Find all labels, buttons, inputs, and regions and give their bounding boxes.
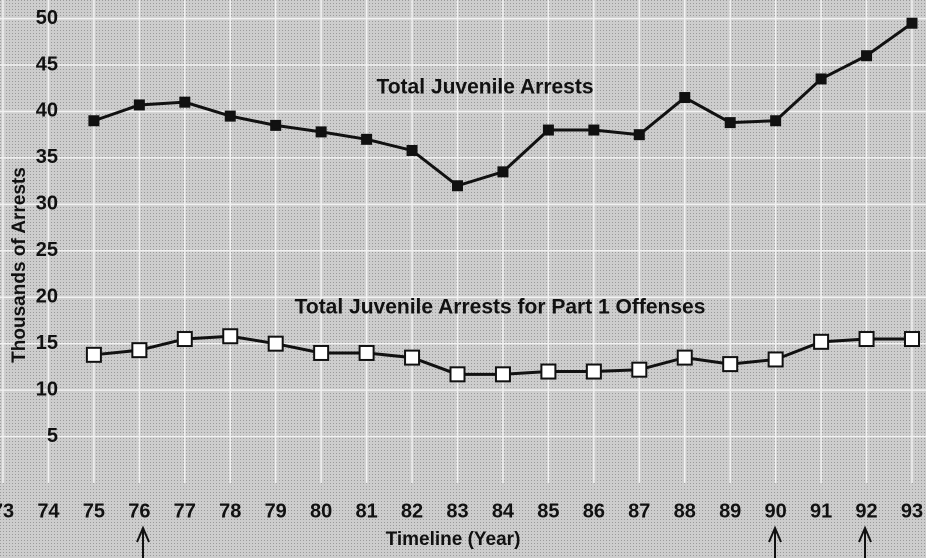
y-tick-label: 30 bbox=[36, 193, 58, 215]
x-tick-label: 92 bbox=[855, 500, 877, 522]
y-axis-label: Thousands of Arrests bbox=[9, 167, 30, 363]
grid bbox=[0, 0, 926, 483]
arrows bbox=[136, 525, 872, 558]
x-tick-label: 76 bbox=[128, 500, 150, 522]
data-point bbox=[813, 333, 830, 350]
x-tick-label: 82 bbox=[401, 500, 423, 522]
data-point bbox=[494, 366, 511, 383]
x-tick-label: 88 bbox=[674, 500, 696, 522]
data-point bbox=[676, 349, 693, 366]
data-point bbox=[267, 335, 284, 352]
data-point bbox=[770, 115, 782, 127]
y-tick-label: 25 bbox=[36, 239, 58, 261]
data-point bbox=[540, 363, 557, 380]
x-tick-label: 78 bbox=[219, 500, 241, 522]
data-point bbox=[404, 349, 421, 366]
data-point bbox=[633, 129, 645, 141]
data-point bbox=[133, 99, 145, 111]
data-point bbox=[588, 124, 600, 136]
data-point bbox=[131, 342, 148, 359]
y-tick-label: 5 bbox=[47, 425, 58, 447]
data-point bbox=[358, 344, 375, 361]
data-point bbox=[904, 331, 920, 348]
data-point bbox=[179, 96, 191, 108]
arrow bbox=[768, 525, 782, 558]
x-tick-label: 91 bbox=[810, 500, 832, 522]
x-tick-label: 79 bbox=[265, 500, 287, 522]
x-tick-label: 93 bbox=[901, 500, 923, 522]
x-tick-label: 83 bbox=[446, 500, 468, 522]
x-tick-label: 84 bbox=[492, 500, 515, 522]
x-tick-label: 75 bbox=[83, 500, 105, 522]
data-point bbox=[224, 110, 236, 122]
arrow bbox=[136, 525, 150, 558]
data-point bbox=[361, 133, 373, 145]
x-tick-label: 89 bbox=[719, 500, 741, 522]
data-point bbox=[270, 119, 282, 131]
arrow bbox=[858, 525, 872, 558]
x-tick-label: 87 bbox=[628, 500, 650, 522]
data-point bbox=[585, 363, 602, 380]
data-point bbox=[313, 344, 330, 361]
data-point bbox=[631, 361, 648, 378]
y-tick-label: 10 bbox=[36, 378, 58, 400]
y-tick-label: 50 bbox=[36, 7, 58, 29]
data-point bbox=[222, 328, 239, 345]
data-point bbox=[88, 115, 100, 127]
x-tick-label: 81 bbox=[355, 500, 377, 522]
data-point bbox=[722, 356, 739, 373]
data-point bbox=[542, 124, 554, 136]
data-point bbox=[815, 73, 827, 85]
x-tick-label: 77 bbox=[174, 500, 196, 522]
series-label: Total Juvenile Arrests bbox=[376, 76, 593, 99]
data-point bbox=[315, 126, 327, 138]
plot bbox=[85, 17, 920, 383]
data-point bbox=[406, 144, 418, 156]
data-point bbox=[449, 366, 466, 383]
series-label: Total Juvenile Arrests for Part 1 Offens… bbox=[295, 296, 706, 319]
x-tick-label: 90 bbox=[765, 500, 787, 522]
y-tick-label: 45 bbox=[36, 53, 58, 75]
data-point bbox=[861, 50, 873, 62]
data-point bbox=[497, 166, 509, 178]
data-point bbox=[858, 331, 875, 348]
data-point bbox=[85, 346, 102, 363]
x-tick-label: 80 bbox=[310, 500, 332, 522]
data-point bbox=[176, 331, 193, 348]
x-tick-label: 86 bbox=[583, 500, 605, 522]
x-axis-label: Timeline (Year) bbox=[386, 529, 521, 550]
x-tick-label: 85 bbox=[537, 500, 559, 522]
y-tick-label: 20 bbox=[36, 286, 58, 308]
data-point bbox=[767, 351, 784, 368]
y-tick-label: 35 bbox=[36, 146, 58, 168]
data-point bbox=[679, 92, 691, 104]
y-tick-label: 40 bbox=[36, 100, 58, 122]
data-point bbox=[724, 117, 736, 129]
x-tick-label: 73 bbox=[0, 500, 14, 522]
data-point bbox=[452, 180, 463, 192]
data-point bbox=[906, 17, 918, 29]
y-tick-label: 15 bbox=[36, 332, 58, 354]
x-tick-label: 74 bbox=[37, 500, 60, 522]
